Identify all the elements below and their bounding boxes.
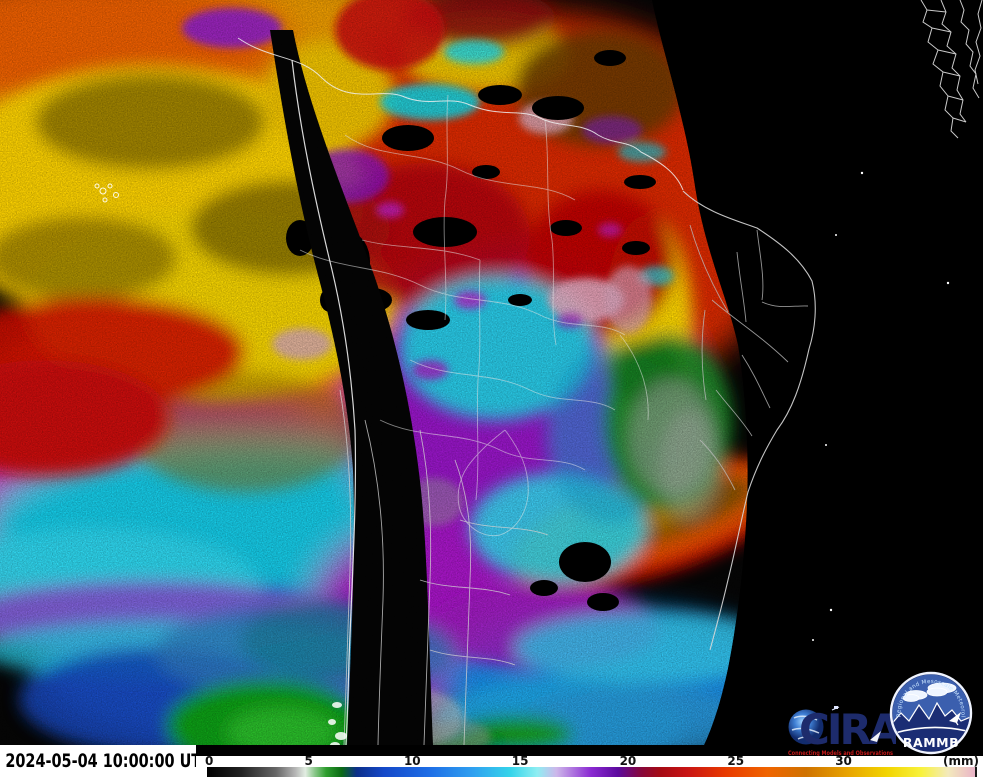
coastal-snow-specks: [328, 702, 347, 745]
rammb-clouds-icon: [902, 682, 957, 702]
pacific-coastline: [291, 59, 357, 745]
ne-brazil-borders: [682, 190, 816, 651]
timestamp-label: 2024-05-04 10:00:00 UTC: [5, 750, 196, 772]
rammb-swoosh: [894, 726, 968, 734]
political-borders-south: [339, 389, 549, 745]
cira-satellite-icon: [831, 706, 840, 711]
africa-coast-outline: [920, 0, 983, 139]
colorbar-strip: 0 5 10 15 20 25 30 (mm): [196, 754, 983, 777]
rammb-wordmark: RAMMB: [903, 735, 959, 750]
noise-overlay: [0, 0, 748, 745]
galapagos-outline: [94, 183, 119, 203]
colorbar-gradient: [207, 767, 977, 777]
tick-label: 15: [511, 754, 529, 768]
tick-label: 20: [619, 754, 637, 768]
tick-label: 25: [727, 754, 745, 768]
cira-globe-clouds: [791, 715, 820, 741]
cira-wordmark: CIRA: [799, 705, 896, 754]
unit-label: (mm): [943, 754, 979, 768]
timestamp-box: 2024-05-04 10:00:00 UTC: [0, 745, 196, 777]
tick-label: 30: [835, 754, 852, 768]
stars: [812, 171, 950, 641]
political-borders-interior: [299, 94, 649, 537]
rammb-logo: Regional and Mesoscale Meteorology Branc…: [889, 669, 973, 755]
north-coastline: [237, 37, 684, 191]
rammb-dish-icon: [949, 712, 961, 726]
colorbar-tick-row: 0 5 10 15 20 25 30 (mm): [196, 754, 983, 768]
tick-label: 5: [304, 754, 313, 768]
tick-label: 0: [205, 754, 214, 768]
cira-tagline: Connecting Models and Observations: [788, 750, 893, 757]
cira-logo: CIRA Connecting Models and Observations: [786, 700, 896, 758]
rammb-mountains-icon: [892, 703, 970, 752]
tick-label: 10: [403, 754, 421, 768]
cira-dish-icon: [870, 731, 881, 742]
